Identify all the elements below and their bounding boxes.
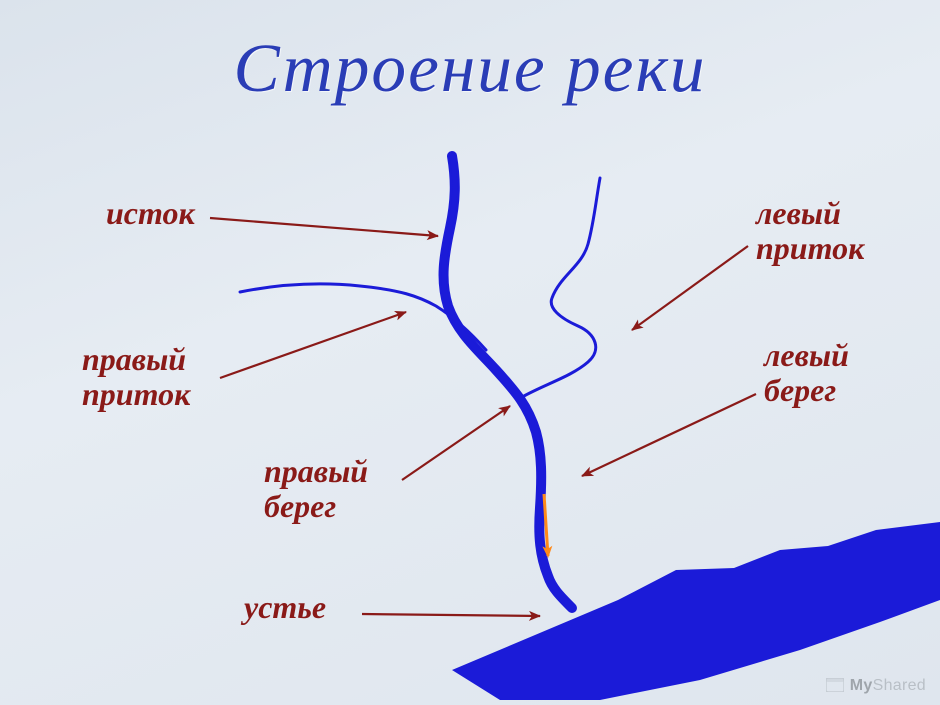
arrow-levyy-pritok (632, 246, 748, 330)
river-diagram (0, 0, 940, 705)
arrow-pravyy-bereg (402, 406, 510, 480)
arrow-istok (210, 218, 438, 236)
watermark: MyShared (826, 677, 926, 697)
river-left-tributary (524, 178, 600, 396)
arrow-pravyy-pritok (220, 312, 406, 378)
arrow-levyy-bereg (582, 394, 756, 476)
watermark-rest: Shared (873, 677, 926, 694)
sea-shape (452, 522, 940, 700)
slide-stage: Строение реки исток левый приток правый … (0, 0, 940, 705)
label-arrows (210, 218, 756, 616)
watermark-icon (826, 678, 844, 697)
arrow-ustye (362, 614, 540, 616)
watermark-brand: My (850, 677, 873, 694)
